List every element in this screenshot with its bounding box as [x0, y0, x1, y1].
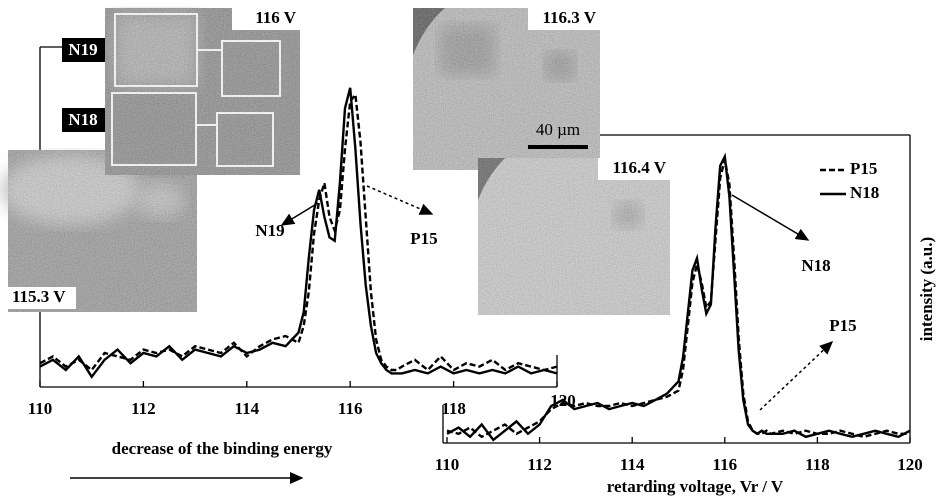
x-tick-label: 120 [550, 391, 576, 410]
arrow [366, 185, 434, 215]
x-tick-label: 120 [897, 455, 923, 474]
x-tick-label: 114 [620, 455, 645, 474]
micrograph [478, 158, 670, 315]
series-annotation: N19 [255, 221, 284, 240]
micrograph [0, 150, 197, 312]
label-background [8, 287, 76, 309]
image-label: 116 V [255, 8, 297, 27]
x-tick-label: 118 [441, 399, 466, 418]
micrograph [62, 8, 300, 175]
legend-label: P15 [850, 159, 877, 178]
series-annotation: P15 [829, 316, 856, 335]
x-tick-label: 114 [235, 399, 260, 418]
label-background [232, 8, 300, 30]
x-tick-label: 116 [713, 455, 738, 474]
image-label: 116.3 V [542, 8, 596, 27]
x-tick-label: 118 [805, 455, 830, 474]
x-axis-label: retarding voltage, Vr / V [607, 477, 784, 496]
annotation: decrease of the binding energy [112, 439, 333, 458]
micrograph [413, 8, 600, 170]
y-axis-label: intensity (a.u.) [917, 237, 936, 341]
line-series [39, 87, 558, 379]
label-background [528, 8, 600, 30]
x-tick-label: 116 [338, 399, 363, 418]
x-tick-label: 112 [131, 399, 156, 418]
arrow [731, 194, 810, 241]
x-tick-label: 110 [435, 455, 460, 474]
region-label: N19 [68, 40, 97, 59]
image-label: 116.4 V [612, 158, 666, 177]
arrow [759, 340, 834, 411]
scale-bar-label: 40 µm [536, 120, 580, 139]
series-annotation: P15 [410, 229, 437, 248]
line-series [446, 152, 911, 442]
legend-label: N18 [850, 183, 879, 202]
series-annotation: N18 [801, 256, 830, 275]
image-label: 115.3 V [12, 287, 66, 306]
label-background [598, 158, 670, 180]
line-series [39, 91, 558, 372]
x-tick-label: 110 [28, 399, 53, 418]
x-tick-label: 112 [527, 455, 552, 474]
arrow [280, 202, 319, 226]
region-label: N18 [68, 110, 97, 129]
